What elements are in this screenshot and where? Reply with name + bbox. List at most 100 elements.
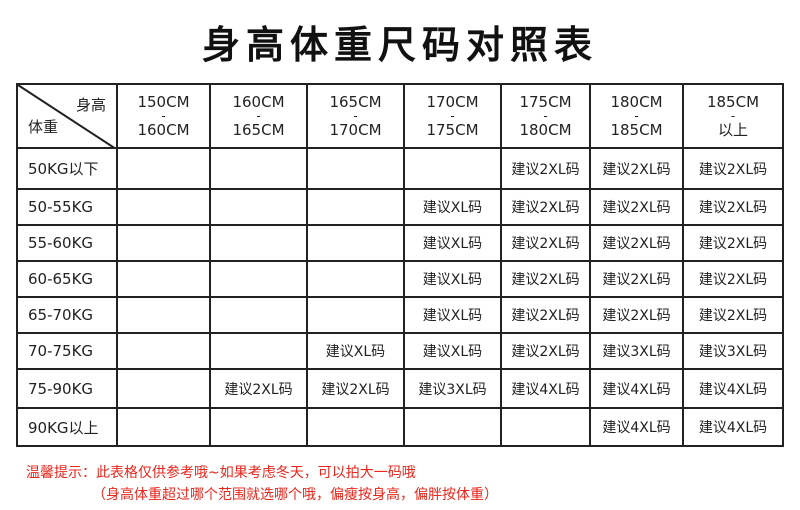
header-text: 150CM	[137, 93, 190, 111]
height-column-header: 175CM -180CM	[500, 83, 591, 149]
size-recommendation-cell	[116, 224, 211, 262]
size-recommendation-cell: 建议2XL码	[682, 188, 784, 226]
size-recommendation-cell	[116, 188, 211, 226]
header-text: 170CM	[426, 93, 479, 111]
size-recommendation-cell: 建议3XL码	[403, 368, 502, 409]
header-text: 以上	[717, 121, 748, 139]
corner-cell: 身高 体重	[16, 83, 118, 149]
size-recommendation-cell	[306, 296, 405, 334]
header-text: -	[634, 109, 639, 123]
height-column-header: 180CM -185CM	[589, 83, 684, 149]
table-row: 90KG以上 建议4XL码 建议4XL码	[16, 407, 784, 447]
size-recommendation-cell: 建议XL码	[306, 332, 405, 370]
height-axis-label: 身高	[75, 96, 106, 114]
weight-axis-label: 体重	[28, 118, 59, 136]
table-row: 65-70KG 建议XL码 建议2XL码 建议2XL码 建议2XL码	[16, 296, 784, 334]
size-recommendation-cell: 建议4XL码	[682, 407, 784, 447]
height-column-header: 185CM - 以上	[682, 83, 784, 149]
size-recommendation-cell	[306, 407, 405, 447]
weight-row-header: 90KG以上	[16, 407, 118, 447]
header-text: 180CM	[519, 121, 572, 139]
size-recommendation-cell	[116, 407, 211, 447]
size-recommendation-cell: 建议2XL码	[589, 147, 684, 190]
size-recommendation-cell: 建议XL码	[403, 332, 502, 370]
weight-row-header: 50KG以下	[16, 147, 118, 190]
size-recommendation-cell: 建议2XL码	[682, 147, 784, 190]
header-text: -	[161, 109, 166, 123]
header-text: 175CM	[519, 93, 572, 111]
size-recommendation-cell	[403, 407, 502, 447]
weight-row-header: 55-60KG	[16, 224, 118, 262]
size-recommendation-cell: 建议4XL码	[682, 368, 784, 409]
size-recommendation-cell	[209, 332, 308, 370]
height-column-header: 150CM -160CM	[116, 83, 211, 149]
size-recommendation-cell: 建议2XL码	[500, 260, 591, 298]
tip-line-2: （身高体重超过哪个范围就选哪个哦，偏瘦按身高，偏胖按体重）	[92, 487, 498, 503]
header-text: -	[450, 109, 455, 123]
size-recommendation-cell: 建议2XL码	[500, 188, 591, 226]
size-recommendation-cell	[116, 296, 211, 334]
size-recommendation-cell: 建议2XL码	[682, 260, 784, 298]
header-text: 165CM	[232, 121, 285, 139]
size-recommendation-cell: 建议2XL码	[500, 332, 591, 370]
header-text: -	[543, 109, 548, 123]
size-recommendation-cell: 建议2XL码	[306, 368, 405, 409]
weight-row-header: 75-90KG	[16, 368, 118, 409]
size-recommendation-cell: 建议2XL码	[682, 224, 784, 262]
size-recommendation-cell	[209, 296, 308, 334]
size-recommendation-cell: 建议4XL码	[589, 368, 684, 409]
size-recommendation-cell: 建议XL码	[403, 260, 502, 298]
size-recommendation-cell	[209, 260, 308, 298]
table-row: 75-90KG 建议2XL码 建议2XL码 建议3XL码 建议4XL码 建议4XL码 建议4…	[16, 368, 784, 409]
size-recommendation-cell: 建议3XL码	[682, 332, 784, 370]
table-row: 50-55KG 建议XL码 建议2XL码 建议2XL码 建议2XL码	[16, 188, 784, 226]
table-row: 60-65KG 建议XL码 建议2XL码 建议2XL码 建议2XL码	[16, 260, 784, 298]
size-recommendation-cell: 建议2XL码	[589, 296, 684, 334]
size-recommendation-cell	[209, 188, 308, 226]
header-text: 160CM	[137, 121, 190, 139]
size-recommendation-cell	[209, 407, 308, 447]
table-row: 50KG以下 建议2XL码 建议2XL码 建议2XL码	[16, 147, 784, 190]
size-recommendation-cell: 建议2XL码	[500, 296, 591, 334]
weight-row-header: 50-55KG	[16, 188, 118, 226]
table-row: 55-60KG 建议XL码 建议2XL码 建议2XL码 建议2XL码	[16, 224, 784, 262]
size-recommendation-cell	[306, 260, 405, 298]
size-recommendation-cell	[403, 147, 502, 190]
size-recommendation-cell: 建议2XL码	[589, 224, 684, 262]
size-recommendation-cell	[116, 147, 211, 190]
weight-row-header: 65-70KG	[16, 296, 118, 334]
size-recommendation-cell: 建议XL码	[403, 224, 502, 262]
header-text: -	[730, 109, 736, 123]
size-recommendation-cell: 建议XL码	[403, 188, 502, 226]
weight-row-header: 60-65KG	[16, 260, 118, 298]
size-recommendation-cell	[306, 224, 405, 262]
size-recommendation-cell: 建议2XL码	[209, 368, 308, 409]
header-text: -	[353, 109, 358, 123]
tip-line-1: 温馨提示：此表格仅供参考哦~如果考虑冬天，可以拍大一码哦	[26, 465, 416, 481]
size-recommendation-cell	[500, 407, 591, 447]
size-recommendation-cell: 建议2XL码	[500, 224, 591, 262]
header-text: 160CM	[232, 93, 285, 111]
size-recommendation-cell: 建议2XL码	[589, 260, 684, 298]
size-recommendation-cell	[116, 332, 211, 370]
weight-row-header: 70-75KG	[16, 332, 118, 370]
size-recommendation-cell	[306, 188, 405, 226]
size-recommendation-cell: 建议2XL码	[500, 147, 591, 190]
height-column-header: 160CM -165CM	[209, 83, 308, 149]
size-recommendation-cell	[209, 147, 308, 190]
header-text: 185CM	[706, 93, 760, 111]
size-recommendation-cell	[116, 260, 211, 298]
table-row: 70-75KG 建议XL码 建议XL码 建议2XL码 建议3XL码 建议3XL码	[16, 332, 784, 370]
header-text: 180CM	[610, 93, 663, 111]
size-recommendation-cell: 建议4XL码	[589, 407, 684, 447]
size-recommendation-cell	[116, 368, 211, 409]
size-recommendation-cell	[306, 147, 405, 190]
header-text: 170CM	[329, 121, 382, 139]
height-column-header: 170CM -175CM	[403, 83, 502, 149]
header-text: 175CM	[426, 121, 479, 139]
height-column-header: 165CM -170CM	[306, 83, 405, 149]
page-title: 身高体重尺码对照表	[201, 23, 598, 67]
size-recommendation-cell: 建议3XL码	[589, 332, 684, 370]
header-text: 185CM	[610, 121, 663, 139]
size-recommendation-cell: 建议2XL码	[682, 296, 784, 334]
